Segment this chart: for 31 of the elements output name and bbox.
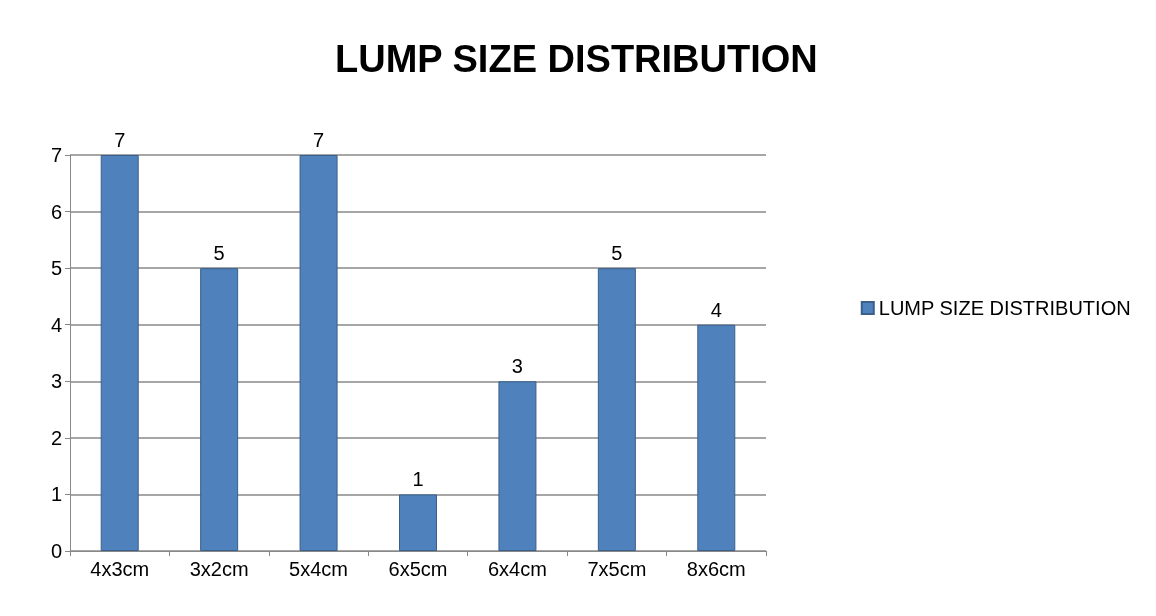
data-label: 5	[213, 242, 225, 265]
data-label: 3	[511, 355, 523, 378]
x-tick-label: 6x4cm	[487, 558, 547, 580]
bar	[100, 155, 139, 551]
bar	[399, 494, 437, 551]
x-tick-label: 7x5cm	[587, 558, 647, 580]
x-tick-label: 3x2cm	[189, 558, 249, 580]
x-tick-label: 8x6cm	[686, 558, 746, 580]
y-tick-label: 7	[50, 144, 62, 166]
y-tick-label: 0	[50, 540, 62, 562]
y-tick-label: 1	[50, 483, 62, 506]
y-tick-label: 3	[50, 370, 62, 393]
data-label: 7	[114, 129, 126, 151]
bar	[200, 268, 239, 551]
bar	[498, 381, 537, 551]
bar	[299, 155, 338, 551]
bar	[597, 268, 636, 551]
legend-label: LUMP SIZE DISTRIBUTION	[878, 297, 1131, 319]
data-label: 4	[710, 298, 722, 321]
data-label: 7	[313, 129, 325, 151]
x-tick-label: 6x5cm	[388, 558, 448, 580]
data-label: 5	[611, 242, 623, 265]
x-tick-label: 4x3cm	[90, 558, 150, 580]
y-tick-label: 5	[50, 257, 62, 280]
chart-title: LUMP SIZE DISTRIBUTION	[335, 38, 818, 80]
y-tick-label: 6	[50, 200, 62, 223]
y-tick-label: 4	[50, 313, 62, 336]
bar	[697, 324, 736, 551]
data-label: 1	[412, 468, 424, 491]
y-tick-label: 2	[50, 426, 62, 449]
x-tick-label: 5x4cm	[289, 558, 349, 580]
